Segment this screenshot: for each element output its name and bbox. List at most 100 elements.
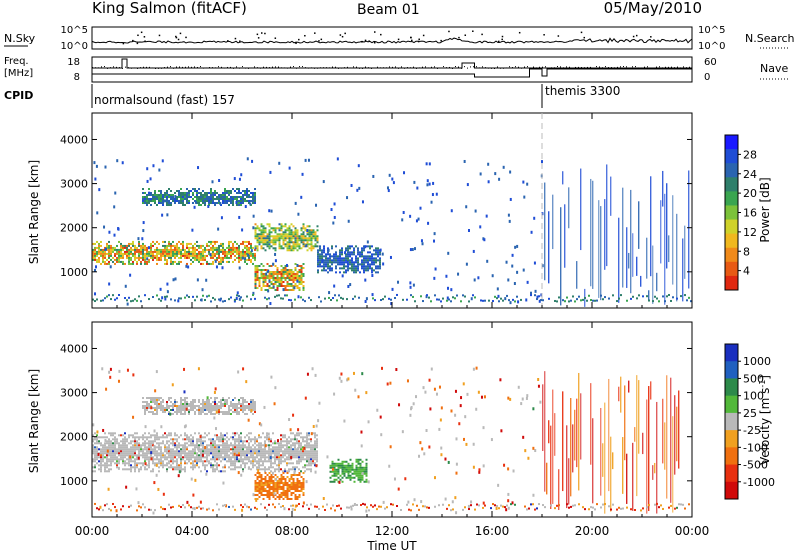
data-cell bbox=[98, 456, 100, 458]
data-cell bbox=[353, 251, 355, 253]
data-cell bbox=[287, 249, 289, 251]
data-cell bbox=[262, 464, 264, 466]
data-cell bbox=[108, 247, 110, 249]
data-cell bbox=[166, 200, 168, 202]
data-cell bbox=[342, 463, 344, 465]
data-cell bbox=[293, 233, 295, 235]
data-cell bbox=[208, 245, 210, 247]
data-cell bbox=[104, 452, 106, 454]
data-dot bbox=[356, 189, 358, 192]
nave-dot bbox=[146, 67, 147, 68]
data-cell bbox=[361, 263, 363, 265]
data-cell bbox=[295, 474, 297, 476]
nave-dot bbox=[485, 67, 486, 68]
data-cell bbox=[301, 490, 303, 492]
data-cell bbox=[260, 460, 262, 462]
data-cell bbox=[134, 436, 136, 438]
ground-scatter-cell bbox=[632, 296, 634, 298]
data-cell bbox=[136, 251, 138, 253]
data-cell bbox=[154, 464, 156, 466]
data-cell bbox=[240, 438, 242, 440]
data-cell bbox=[148, 202, 150, 204]
data-cell bbox=[252, 413, 254, 415]
data-cell bbox=[330, 477, 332, 479]
data-cell bbox=[176, 444, 178, 446]
nsearch-dot bbox=[410, 37, 412, 39]
data-cell bbox=[234, 440, 236, 442]
nsearch-dot bbox=[321, 39, 323, 41]
data-cell bbox=[110, 462, 112, 464]
data-cell bbox=[293, 486, 295, 488]
nave-dot bbox=[95, 67, 96, 68]
data-dot bbox=[154, 389, 156, 392]
data-cell bbox=[299, 287, 301, 289]
data-cell bbox=[264, 470, 266, 472]
data-cell bbox=[142, 397, 144, 399]
data-cell bbox=[333, 257, 335, 259]
data-cell bbox=[148, 444, 150, 446]
data-cell bbox=[373, 259, 375, 261]
data-cell bbox=[244, 456, 246, 458]
data-cell bbox=[242, 251, 244, 253]
data-cell bbox=[142, 450, 144, 452]
data-cell bbox=[289, 225, 291, 227]
data-cell bbox=[303, 233, 305, 235]
data-cell bbox=[254, 259, 256, 261]
data-cell bbox=[166, 245, 168, 247]
data-cell bbox=[172, 253, 174, 255]
data-cell bbox=[248, 448, 250, 450]
data-cell bbox=[252, 198, 254, 200]
data-cell bbox=[224, 444, 226, 446]
data-cell bbox=[279, 283, 281, 285]
data-cell bbox=[256, 438, 258, 440]
data-cell bbox=[226, 456, 228, 458]
data-cell bbox=[180, 450, 182, 452]
nave-dot bbox=[113, 66, 114, 67]
data-cell bbox=[273, 488, 275, 490]
nave-dot bbox=[314, 68, 315, 69]
data-cell bbox=[208, 438, 210, 440]
nave-dot bbox=[320, 67, 321, 68]
colorbar-swatch bbox=[725, 248, 738, 263]
data-cell bbox=[292, 432, 294, 434]
data-cell bbox=[345, 257, 347, 259]
data-cell bbox=[228, 257, 230, 259]
data-cell bbox=[142, 456, 144, 458]
data-cell bbox=[333, 253, 335, 255]
data-cell bbox=[361, 251, 363, 253]
data-cell bbox=[240, 259, 242, 261]
data-cell bbox=[118, 450, 120, 452]
data-cell bbox=[283, 490, 285, 492]
ground-scatter-cell bbox=[218, 298, 220, 300]
data-cell bbox=[180, 405, 182, 407]
data-cell bbox=[300, 450, 302, 452]
data-cell bbox=[152, 255, 154, 257]
data-cell bbox=[261, 474, 263, 476]
data-cell bbox=[140, 249, 142, 251]
data-cell bbox=[311, 249, 313, 251]
data-cell bbox=[204, 257, 206, 259]
data-cell bbox=[356, 465, 358, 467]
data-cell bbox=[298, 442, 300, 444]
data-cell bbox=[214, 460, 216, 462]
data-cell bbox=[222, 440, 224, 442]
nave-dot bbox=[221, 67, 222, 68]
ground-scatter-cell bbox=[462, 294, 464, 296]
data-cell bbox=[362, 479, 364, 481]
data-cell bbox=[269, 486, 271, 488]
data-cell bbox=[144, 458, 146, 460]
data-cell bbox=[334, 471, 336, 473]
data-cell bbox=[156, 407, 158, 409]
data-cell bbox=[323, 269, 325, 271]
data-cell bbox=[122, 468, 124, 470]
data-cell bbox=[222, 466, 224, 468]
data-cell bbox=[174, 247, 176, 249]
data-cell bbox=[306, 456, 308, 458]
data-cell bbox=[350, 471, 352, 473]
data-cell bbox=[278, 452, 280, 454]
data-cell bbox=[96, 440, 98, 442]
data-cell bbox=[224, 257, 226, 259]
data-cell bbox=[261, 277, 263, 279]
data-cell bbox=[271, 478, 273, 480]
ground-scatter-cell bbox=[388, 298, 390, 300]
